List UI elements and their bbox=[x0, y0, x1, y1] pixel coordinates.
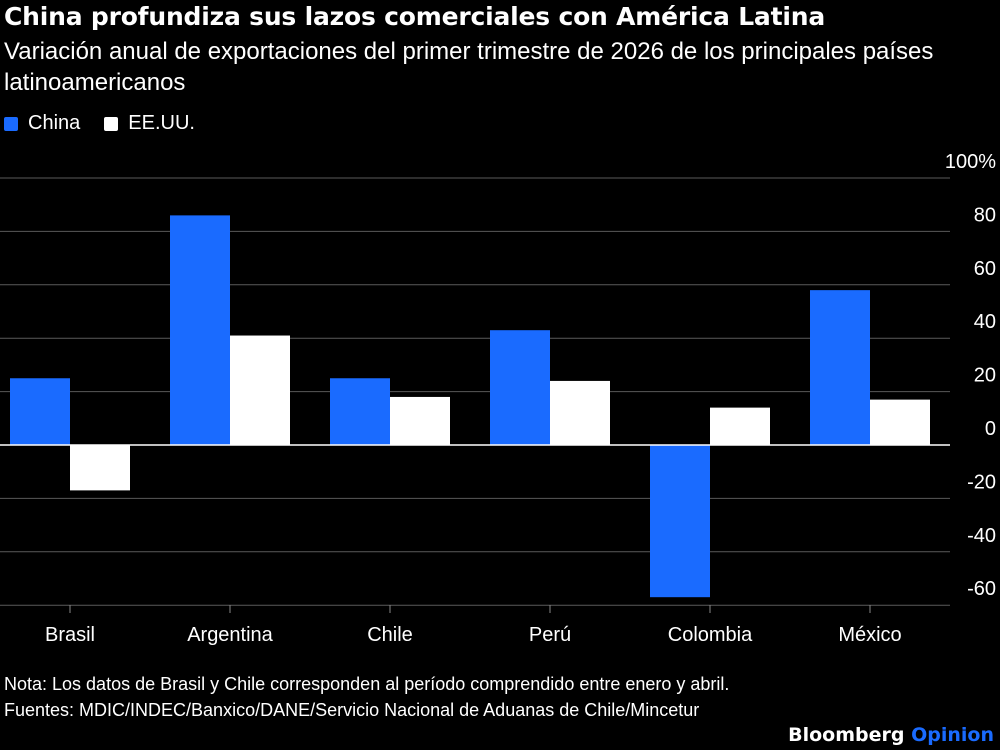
brand-accent: Opinion bbox=[911, 724, 994, 746]
y-tick-label: -40 bbox=[967, 525, 996, 547]
bar-usa bbox=[390, 396, 450, 445]
y-tick-label: -60 bbox=[967, 578, 996, 600]
bar-usa bbox=[870, 399, 930, 445]
x-tick-label: México bbox=[838, 624, 901, 646]
legend-swatch-usa bbox=[104, 116, 119, 131]
x-tick-label: Chile bbox=[367, 624, 413, 646]
bar-china bbox=[650, 445, 710, 598]
x-tick-label: Colombia bbox=[668, 624, 753, 646]
x-tick-label: Brasil bbox=[45, 624, 95, 646]
legend-item-china: China bbox=[4, 112, 80, 135]
bar-usa bbox=[550, 380, 610, 445]
legend-swatch-china bbox=[4, 116, 18, 131]
legend-label-usa: EE.UU. bbox=[128, 112, 195, 134]
y-tick-label: 20 bbox=[974, 365, 996, 387]
sources-note: Fuentes: MDIC/INDEC/Banxico/DANE/Servici… bbox=[4, 700, 700, 720]
y-tick-label: -20 bbox=[967, 471, 996, 493]
bar-usa bbox=[710, 407, 770, 445]
legend-item-usa: EE.UU. bbox=[104, 112, 195, 135]
bar-china bbox=[330, 378, 390, 445]
y-tick-label: 0 bbox=[985, 418, 996, 440]
x-tick-label: Perú bbox=[529, 624, 571, 646]
bar-china bbox=[810, 290, 870, 445]
y-tick-label: 40 bbox=[974, 311, 996, 333]
bar-usa bbox=[230, 335, 290, 445]
bar-china bbox=[490, 330, 550, 445]
chart-title: China profundiza sus lazos comerciales c… bbox=[4, 2, 825, 31]
bar-usa bbox=[70, 445, 130, 491]
y-tick-label: 60 bbox=[974, 258, 996, 280]
bar-chart: 100% 80 60 40 20 0 -20 -40 -60 Brasil Argentina Chi… bbox=[0, 151, 996, 646]
y-tick-label: 100% bbox=[945, 151, 996, 173]
bar-china bbox=[170, 215, 230, 445]
footnote: Nota: Los datos de Brasil y Chile corres… bbox=[4, 674, 730, 694]
legend-label-china: China bbox=[28, 112, 81, 134]
y-tick-label: 80 bbox=[974, 204, 996, 226]
legend: China EE.UU. bbox=[4, 112, 219, 135]
brand-logo: Bloomberg Opinion bbox=[788, 724, 994, 746]
brand-name: Bloomberg bbox=[788, 724, 905, 746]
x-tick-label: Argentina bbox=[187, 624, 273, 646]
bar-china bbox=[10, 378, 70, 445]
chart-subtitle: Variación anual de exportaciones del pri… bbox=[4, 38, 934, 96]
